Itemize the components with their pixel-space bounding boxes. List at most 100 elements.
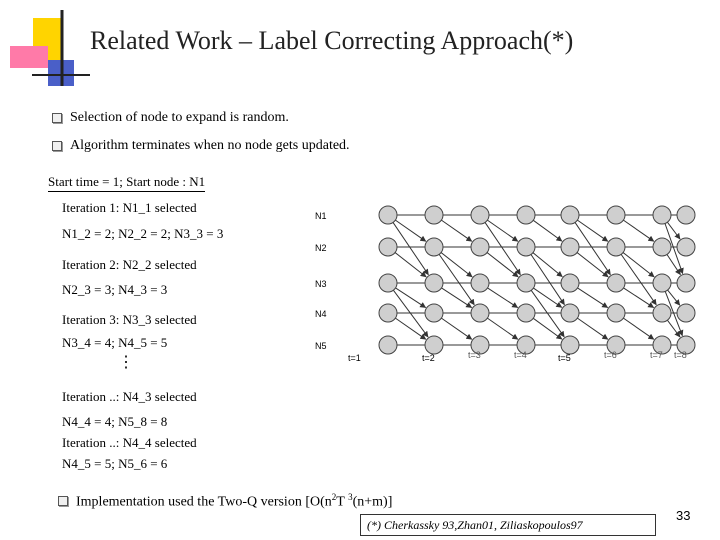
iteration-line: Iteration 2: N2_2 selected [62,257,197,272]
impl-text: Implementation used the Two-Q version [O… [76,492,393,510]
graph-edge [577,287,609,308]
graph-node [516,273,536,293]
graph-node [424,335,444,355]
graph-edge [623,287,655,308]
graph-edge [395,219,427,242]
graph-node [676,335,696,355]
graph-node [470,205,490,225]
graph-node [606,303,626,323]
graph-edge [620,254,657,306]
graph-edge [395,317,427,340]
graph-edge [392,289,429,338]
iteration-line: Iteration 3: N3_3 selected [62,312,197,327]
graph-node [676,205,696,225]
row-label: N1 [315,211,327,221]
graph-edge [486,252,519,278]
iteration-line: N1_2 = 2; N2_2 = 2; N3_3 = 3 [62,226,224,241]
graph-edge [532,219,563,242]
graph-edge [666,221,681,240]
row-label: N2 [315,243,327,253]
graph-node [516,237,536,257]
time-label: t=2 [422,353,435,363]
bullet-2: Algorithm terminates when no node gets u… [52,138,350,154]
graph-edge [574,222,611,276]
graph-node [652,273,672,293]
graph-edge [484,222,521,276]
graph-node [424,237,444,257]
graph-edge [441,219,473,242]
graph-node [424,205,444,225]
graph-edge [623,219,655,242]
graph-node [652,335,672,355]
graph-node [606,205,626,225]
graph-edge [441,287,473,308]
time-label: t=8 [674,350,687,360]
graph-edge [622,252,655,278]
graph-node [676,237,696,257]
page-number: 33 [676,508,691,523]
graph-node [378,303,398,323]
time-label: t=6 [604,350,617,360]
graph-edge [664,223,684,275]
graph-edge [623,317,655,340]
graph-edge [487,317,519,340]
row-label: N4 [315,309,327,319]
start-line: Start time = 1; Start node : N1 [48,174,206,192]
graph-edge [667,289,681,306]
graph-edge [664,291,684,337]
time-label: t=1 [348,353,361,363]
time-label: t=4 [514,350,527,360]
row-label: N3 [315,279,327,289]
graph-edge [440,252,473,278]
graph-node [676,303,696,323]
time-label: t=5 [558,353,571,363]
bullet-implementation: Implementation used the Two-Q version [O… [58,492,392,511]
graph-node [470,303,490,323]
bullet-1: Selection of node to expand is random. [52,110,289,126]
graph-node [676,273,696,293]
graph-edge [487,219,519,242]
graph-edge [530,290,565,338]
pink-block [10,46,48,68]
citation-box: (*) Cherkassky 93,Zhan01, Ziliaskopoulos… [360,514,656,536]
iteration-line: N3_4 = 4; N4_5 = 5 [62,335,168,350]
graph-node [470,273,490,293]
iteration-line: N4_5 = 5; N5_6 = 6 [62,456,168,471]
graph-node [560,237,580,257]
bullet-text: Selection of node to expand is random. [70,110,289,125]
bullet-box-icon [52,141,62,151]
graph-edge [532,252,563,278]
bullet-box-icon [52,113,62,123]
graph-node [652,237,672,257]
graph-node [560,205,580,225]
iteration-line: Iteration ..: N4_4 selected [62,435,197,450]
iteration-line: Iteration 1: N1_1 selected [62,200,197,215]
graph-edge [666,254,681,276]
graph-node [470,335,490,355]
graph-node [516,205,536,225]
graph-edge [395,287,427,308]
graph-node [378,237,398,257]
graph-node [560,335,580,355]
graph-edge [666,319,681,338]
row-label: N5 [315,341,327,351]
graph-node [470,237,490,257]
graph-node [516,303,536,323]
graph-node [606,273,626,293]
graph-edge [392,222,429,276]
time-expanded-graph: N1 N2 N3 N4 N5 t=1 t=2 t=3 t=4 t=5 t=6 t=7 t=8 [315,205,696,363]
iteration-line: N2_3 = 3; N4_3 = 3 [62,282,168,297]
corner-decoration [10,10,90,86]
graph-node [560,303,580,323]
graph-edge [530,254,565,306]
graph-edge [532,317,563,340]
graph-node [652,205,672,225]
time-label: t=7 [650,350,663,360]
graph-edge [577,219,609,242]
graph-edge [576,252,609,278]
graph-node [606,237,626,257]
graph-node [606,335,626,355]
graph-node [516,335,536,355]
graph-node [378,335,398,355]
graph-node [652,303,672,323]
